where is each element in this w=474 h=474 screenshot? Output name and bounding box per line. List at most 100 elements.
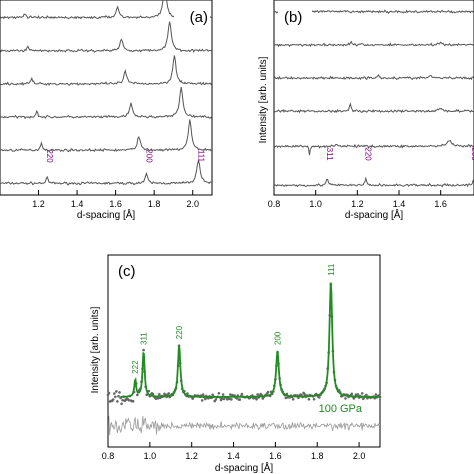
residual-line	[107, 414, 381, 436]
data-point	[156, 397, 160, 400]
data-point	[365, 393, 368, 397]
panel-b-label-bg	[278, 4, 312, 28]
hkl-label: 220	[364, 147, 373, 161]
data-point	[240, 392, 244, 396]
data-point	[142, 348, 145, 352]
panel-c-annotations: 111 200 220 311 222	[131, 263, 336, 374]
panel-a-label-bg	[174, 4, 210, 28]
x-tick-label: 1.6	[109, 199, 122, 209]
data-point	[307, 398, 311, 401]
x-tick-label: 1.4	[227, 451, 240, 461]
data-point	[211, 393, 214, 397]
data-point	[158, 393, 161, 396]
hkl-label: 200	[470, 147, 474, 161]
panel-a-xlabel: d-spacing [Å]	[77, 208, 136, 221]
data-point	[111, 398, 115, 401]
data-point	[230, 398, 233, 401]
panel-c: 111 200 220 311 222 0.8 1.0 1.2 1.4 1.6 1.8 2.0 (c…	[90, 254, 382, 474]
data-point	[204, 397, 207, 401]
hkl-label: 311	[325, 148, 334, 161]
data-point	[121, 398, 124, 402]
x-tick-label: 1.4	[393, 199, 406, 209]
panel-c-fit	[120, 282, 380, 398]
hkl-label: 220	[45, 149, 54, 163]
x-tick-label: 1.6	[269, 451, 282, 461]
data-point	[360, 392, 364, 395]
trace-5	[273, 40, 474, 48]
data-point	[214, 398, 218, 401]
data-point	[107, 391, 111, 395]
trace-3	[273, 102, 474, 114]
data-point	[115, 390, 118, 393]
data-point	[201, 393, 205, 396]
x-tick-label: 1.2	[351, 199, 364, 209]
data-point	[256, 393, 259, 396]
data-point	[167, 392, 170, 395]
panel-c-pressure-label: 100 GPa	[319, 403, 363, 415]
trace-1	[0, 158, 213, 186]
panel-a-annotations: 220 200 111	[45, 149, 205, 163]
panel-b-xlabel: d-spacing [Å]	[345, 208, 404, 221]
peak-label-220: 220	[175, 325, 184, 339]
panel-c-label: (c)	[118, 263, 136, 280]
panel-c-xlabel: d-spacing [Å]	[215, 461, 274, 474]
data-point	[255, 398, 258, 401]
data-point	[350, 392, 354, 396]
data-point	[147, 389, 151, 393]
trace-2	[0, 119, 213, 153]
data-point	[116, 400, 119, 403]
panel-a-label: (a)	[190, 9, 208, 26]
x-tick-label: 1.0	[309, 199, 322, 209]
data-point	[117, 394, 120, 398]
trace-2	[273, 139, 474, 156]
x-tick-label: 0.8	[268, 199, 281, 209]
data-point	[312, 398, 316, 401]
panel-c-ticks: 0.8 1.0 1.2 1.4 1.6 1.8 2.0	[102, 442, 365, 461]
panel-c-frame	[107, 254, 381, 448]
data-point	[220, 397, 224, 401]
data-point	[374, 393, 378, 396]
trace-3	[0, 87, 213, 120]
data-point	[229, 393, 232, 396]
x-tick-label: 1.8	[311, 451, 324, 461]
x-tick-label: 1.2	[185, 451, 198, 461]
x-tick-label: 1.6	[434, 199, 447, 209]
data-point	[303, 393, 307, 396]
data-point	[151, 392, 155, 396]
x-tick-label: 2.0	[186, 199, 199, 209]
data-point	[118, 391, 121, 394]
peak-label-200: 200	[273, 331, 282, 345]
trace-5	[0, 21, 213, 53]
panel-b-ylabel: Intensity [arb. units]	[258, 56, 269, 143]
x-tick-label: 1.8	[148, 199, 161, 209]
x-tick-label: 1.4	[71, 199, 84, 209]
panel-a-traces	[0, 0, 213, 186]
trace-4	[273, 74, 474, 81]
panel-b-traces	[273, 7, 474, 188]
data-point	[120, 402, 123, 406]
data-point	[136, 393, 139, 397]
panel-a: 220 200 111 1.2 1.4 1.6 1.8 2.0 (a) d-spacing …	[0, 0, 213, 221]
panel-b-frame	[273, 0, 474, 196]
data-point	[131, 399, 135, 403]
data-point	[238, 398, 242, 401]
panel-c-ylabel: Intensity [arb. units]	[90, 306, 101, 393]
data-point	[200, 399, 204, 402]
trace-4	[0, 55, 213, 87]
x-tick-label: 0.8	[102, 451, 115, 461]
data-point	[228, 397, 231, 401]
x-tick-label: 1.2	[32, 199, 45, 209]
panel-b-label: (b)	[284, 9, 302, 26]
data-point	[114, 395, 117, 399]
data-point	[344, 397, 347, 400]
hkl-label: 200	[144, 149, 153, 163]
data-point	[221, 393, 225, 396]
data-point	[266, 390, 270, 394]
panel-a-ticks: 1.2 1.4 1.6 1.8 2.0	[32, 190, 199, 209]
panel-a-frame	[0, 0, 213, 196]
x-tick-label: 1.0	[144, 451, 157, 461]
data-point	[217, 392, 221, 395]
panel-b: 311 220 200 0.8 1.0 1.2 1.4 1.6 (b) d-spacing …	[258, 0, 474, 221]
peak-label-311: 311	[140, 332, 149, 345]
